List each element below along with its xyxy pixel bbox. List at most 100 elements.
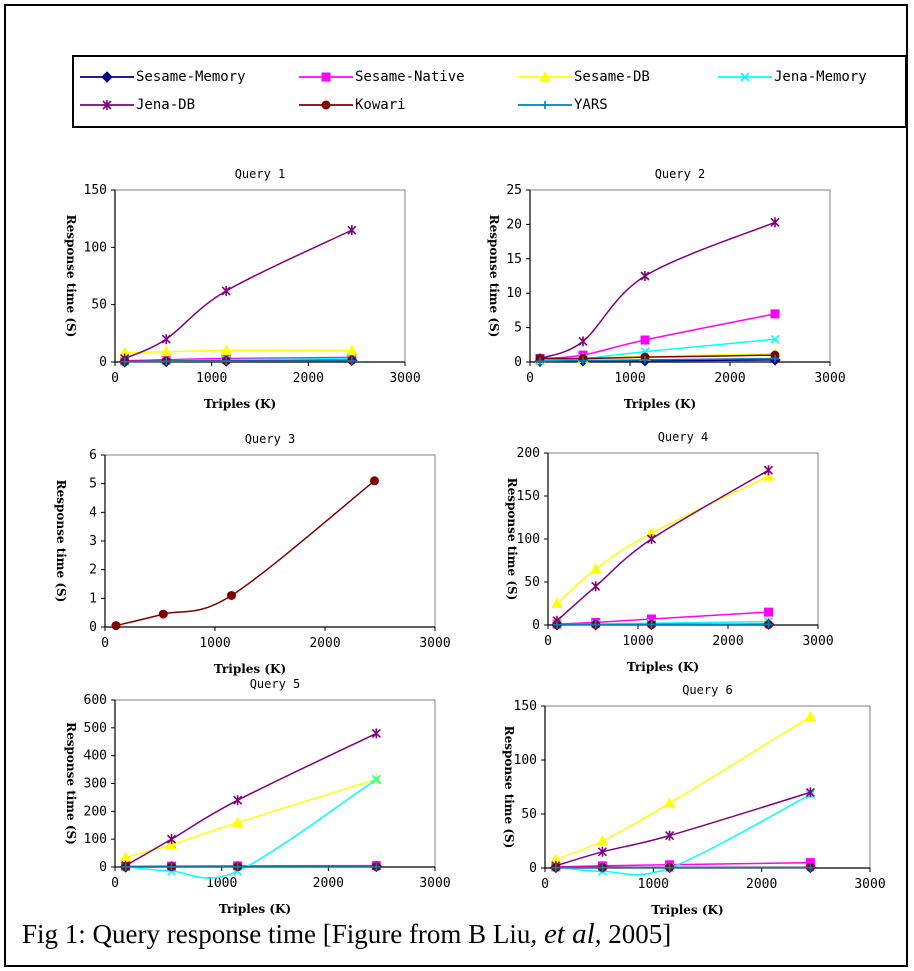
figure-frame: Sesame-Memory Sesame-Native Sesame-DB Jena-… <box>4 4 908 967</box>
y-tick-label: 0 <box>532 618 540 633</box>
y-tick-label: 100 <box>84 832 107 847</box>
y-tick-label: 15 <box>506 252 522 267</box>
data-point-kowari <box>158 609 168 619</box>
data-point-sesame-db <box>231 816 244 827</box>
chart-title: Query 6 <box>682 683 733 697</box>
yars-legend-marker <box>541 101 549 109</box>
sesame-native-legend-marker <box>321 72 331 82</box>
chart-svg: Query 6 0 50 100 150 0 1000 2000 3000 Triples (K)… <box>502 683 886 917</box>
y-tick-label: 6 <box>89 448 97 463</box>
data-point-yars <box>222 357 231 366</box>
legend-item-sesame-db: Sesame-DB <box>516 65 650 89</box>
sesame-memory-legend-swatch <box>80 71 134 83</box>
data-point-jena-db <box>233 795 243 806</box>
legend-label: Jena-Memory <box>774 69 867 85</box>
y-tick-label: 5 <box>514 321 522 336</box>
data-point-kowari <box>370 476 379 486</box>
x-tick-label: 3000 <box>419 876 450 891</box>
y-axis-label: Response time (S) <box>64 722 78 845</box>
series-line-sesame-native <box>124 356 352 362</box>
chart-title: Query 1 <box>235 167 286 181</box>
sesame-db-legend-swatch <box>518 70 572 82</box>
data-point-sesame-db <box>345 344 358 356</box>
series-line-jena-db <box>556 469 769 622</box>
y-tick-label: 10 <box>506 286 522 301</box>
x-tick-label: 1000 <box>622 634 653 649</box>
chart-query-4: Query 4 0 50 100 150 200 0 1000 2000 3000 Triples … <box>480 415 890 674</box>
data-point-jena-memory <box>371 774 381 784</box>
series-yars <box>553 620 773 629</box>
data-point-sesame-db <box>663 797 676 808</box>
x-axis-label: Triples (K) <box>214 662 286 676</box>
chart-query-1: Query 1 0 50 100 150 0 1000 2000 3000 Triples (K)… <box>60 160 450 411</box>
x-tick-label: 3000 <box>419 636 450 651</box>
data-point-yars <box>641 355 649 364</box>
data-point-jena-db <box>805 787 815 798</box>
data-point-sesame-db <box>160 345 173 357</box>
data-point-yars <box>551 863 560 872</box>
series-line-jena-memory <box>555 793 811 876</box>
y-tick-label: 0 <box>89 620 97 635</box>
legend-item-sesame-memory: Sesame-Memory <box>78 65 246 89</box>
data-point-yars <box>347 356 356 365</box>
legend-item-jena-db: Jena-DB <box>78 93 195 117</box>
caption-text-before: Fig 1: Query response time [Figure from … <box>22 919 544 949</box>
series-line-yars <box>539 357 776 363</box>
plot-area <box>544 705 871 869</box>
data-point-yars <box>591 620 600 629</box>
series-sesame-db <box>118 344 358 358</box>
chart-svg: Query 3 0 1 2 3 4 5 6 0 1000 2000 3000 Triples (K) Re… <box>54 432 451 676</box>
y-tick-label: 20 <box>506 217 522 232</box>
y-tick-label: 100 <box>514 753 537 768</box>
data-point-yars <box>647 620 656 629</box>
y-tick-label: 100 <box>84 240 107 255</box>
data-point-sesame-db <box>762 470 775 481</box>
x-tick-label: 3000 <box>802 634 833 649</box>
data-point-sesame-db <box>165 838 178 850</box>
y-tick-label: 0 <box>529 861 537 876</box>
x-tick-label: 2000 <box>309 636 340 651</box>
y-tick-label: 50 <box>521 807 537 822</box>
chart-svg: Query 2 0 5 10 15 20 25 0 1000 2000 3000 Triples (K… <box>487 167 846 411</box>
y-tick-label: 150 <box>84 183 107 198</box>
series-line-sesame-native <box>556 611 769 625</box>
x-tick-label: 2000 <box>712 634 743 649</box>
x-tick-label: 1000 <box>638 877 669 892</box>
legend-item-yars: YARS <box>516 93 608 117</box>
series-line-jena-db <box>125 732 377 867</box>
series-line-sesame-db <box>124 349 352 354</box>
x-tick-label: 2000 <box>714 371 745 386</box>
data-point-jena-db <box>578 336 588 347</box>
legend-item-jena-memory: Jena-Memory <box>716 65 867 89</box>
x-tick-label: 1000 <box>206 876 237 891</box>
x-tick-label: 0 <box>111 876 119 891</box>
y-tick-label: 200 <box>84 804 107 819</box>
x-tick-label: 1000 <box>196 371 227 386</box>
plot-area <box>547 452 819 626</box>
data-point-jena-db <box>347 225 357 236</box>
series-line-yars <box>124 360 352 363</box>
data-point-yars <box>162 357 171 366</box>
y-tick-label: 4 <box>89 505 97 520</box>
legend-label: Sesame-Memory <box>136 69 246 85</box>
series-kowari <box>111 476 379 631</box>
x-axis-label: Triples (K) <box>624 397 696 411</box>
series-yars <box>121 862 381 871</box>
data-point-yars <box>764 620 773 629</box>
x-tick-label: 2000 <box>293 371 324 386</box>
sesame-memory-legend-marker <box>101 71 113 83</box>
plot-area <box>529 189 831 363</box>
plot-area <box>114 699 436 868</box>
y-axis-label: Response time (S) <box>64 215 78 338</box>
jena-db-legend-swatch <box>80 100 134 110</box>
data-point-jena-db <box>640 271 650 281</box>
series-line-sesame-native <box>555 861 811 868</box>
legend-label: Kowari <box>355 97 406 113</box>
legend-label: Jena-DB <box>136 97 196 113</box>
data-point-jena-db <box>591 581 601 592</box>
data-point-yars <box>665 863 674 872</box>
series-line-kowari <box>539 354 776 360</box>
data-point-sesame-db <box>589 563 602 574</box>
y-axis-label: Response time (S) <box>502 726 516 849</box>
